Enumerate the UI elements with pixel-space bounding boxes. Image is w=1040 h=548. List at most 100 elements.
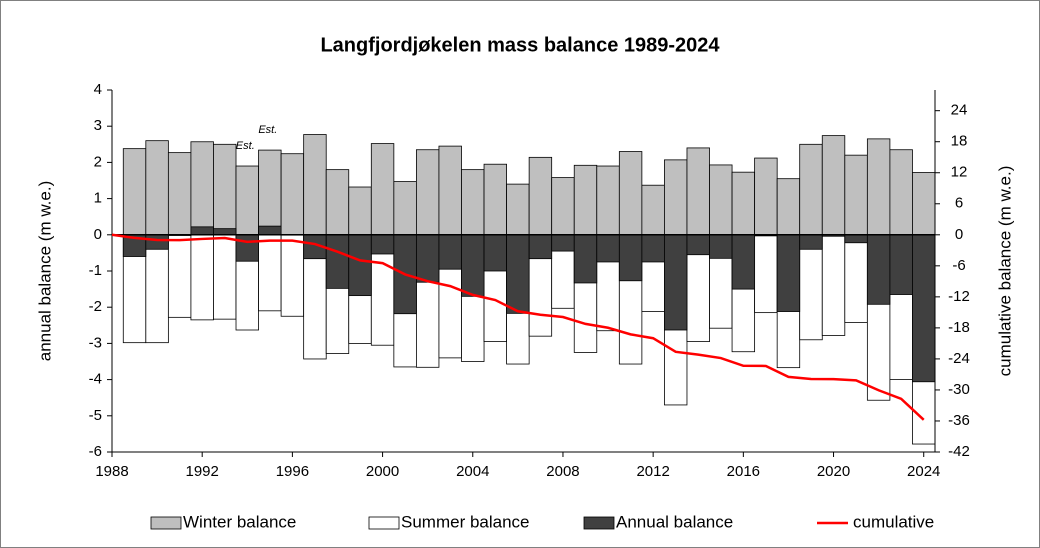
bar <box>528 234 553 260</box>
bar <box>528 156 553 236</box>
bar <box>438 145 462 236</box>
x-tick-label: 2012 <box>636 463 669 480</box>
bar <box>776 234 801 312</box>
y2-tick-label: -42 <box>948 443 970 460</box>
y2-axis-label: cumulative balance (m w.e.) <box>995 166 1014 377</box>
x-tick-label: 1992 <box>186 463 219 480</box>
bar <box>709 234 733 259</box>
bar <box>258 149 282 236</box>
bar <box>145 234 169 250</box>
annotation: Est. <box>258 124 277 136</box>
bar <box>641 184 665 236</box>
bar <box>844 234 868 323</box>
y2-tick-label: 0 <box>955 226 963 243</box>
bar <box>686 147 710 236</box>
bar <box>325 169 350 236</box>
bar <box>664 234 688 331</box>
y2-tick-label: -12 <box>948 288 970 305</box>
bar <box>370 143 395 236</box>
bar <box>776 178 801 236</box>
annotation: Est. <box>236 140 255 152</box>
y2-tick-label: 18 <box>951 133 968 150</box>
bar <box>461 234 485 297</box>
bar <box>821 234 846 336</box>
y-axis-label: annual balance (m w.e.) <box>35 181 54 362</box>
bar <box>641 234 665 263</box>
y2-tick-label: -18 <box>948 319 970 336</box>
bar <box>258 234 282 312</box>
bar <box>709 164 733 236</box>
y-tick-label: -2 <box>89 298 102 315</box>
bar <box>889 149 913 236</box>
bar <box>551 177 575 236</box>
bar <box>122 148 147 236</box>
bar <box>821 135 846 236</box>
bar <box>145 234 169 344</box>
x-tick-label: 2016 <box>727 463 760 480</box>
y-tick-label: -1 <box>89 262 102 279</box>
bar <box>664 159 688 236</box>
y-tick-label: 0 <box>94 226 102 243</box>
bar <box>866 234 891 305</box>
legend-label: Winter balance <box>183 512 296 531</box>
y-tick-label: -6 <box>89 443 102 460</box>
bar <box>754 234 778 314</box>
bar <box>393 181 417 236</box>
bar <box>618 151 643 236</box>
bar <box>754 157 778 236</box>
bar <box>303 134 327 236</box>
cumulative-line <box>111 233 925 421</box>
bar <box>573 234 598 284</box>
legend-label: Summer balance <box>401 512 530 531</box>
legend-swatch <box>583 516 615 530</box>
bar <box>348 186 372 236</box>
bar <box>483 163 507 236</box>
bar <box>799 234 823 341</box>
legend-swatch <box>150 516 182 530</box>
bar <box>618 234 643 282</box>
x-tick-label: 2020 <box>817 463 850 480</box>
bar <box>280 153 305 236</box>
bar <box>912 172 936 236</box>
bar <box>213 143 237 236</box>
bar <box>235 234 259 262</box>
x-tick-label: 1996 <box>276 463 309 480</box>
bar <box>213 234 237 320</box>
bar <box>596 165 620 236</box>
bar <box>167 152 192 236</box>
y2-tick-label: -6 <box>952 257 965 274</box>
bar <box>190 234 214 321</box>
bar <box>190 226 214 236</box>
bar <box>370 234 395 255</box>
bar <box>573 164 598 236</box>
bar <box>686 234 710 256</box>
y2-tick-label: -24 <box>948 350 970 367</box>
x-tick-label: 2000 <box>366 463 399 480</box>
bar <box>596 234 620 263</box>
y2-tick-label: 24 <box>951 102 968 119</box>
x-tick-label: 1988 <box>95 463 128 480</box>
bar <box>438 234 462 270</box>
y2-tick-label: -36 <box>948 412 970 429</box>
y-tick-label: 1 <box>94 190 102 207</box>
bar <box>280 234 305 317</box>
bar <box>844 154 868 236</box>
bar <box>415 149 440 236</box>
y-tick-label: -5 <box>89 407 102 424</box>
bar <box>235 165 259 236</box>
y2-tick-label: 12 <box>951 164 968 181</box>
legend-label: cumulative <box>853 512 934 531</box>
bar <box>213 228 237 236</box>
bar <box>506 234 530 314</box>
legend-label: Annual balance <box>616 512 733 531</box>
bar <box>866 138 891 236</box>
bar <box>506 183 530 236</box>
bar <box>799 143 823 236</box>
bar <box>731 234 756 290</box>
legend-swatch <box>368 516 400 530</box>
y-tick-label: 4 <box>94 81 102 98</box>
bar <box>889 234 913 295</box>
bar <box>145 140 169 236</box>
y-tick-label: -4 <box>89 371 102 388</box>
